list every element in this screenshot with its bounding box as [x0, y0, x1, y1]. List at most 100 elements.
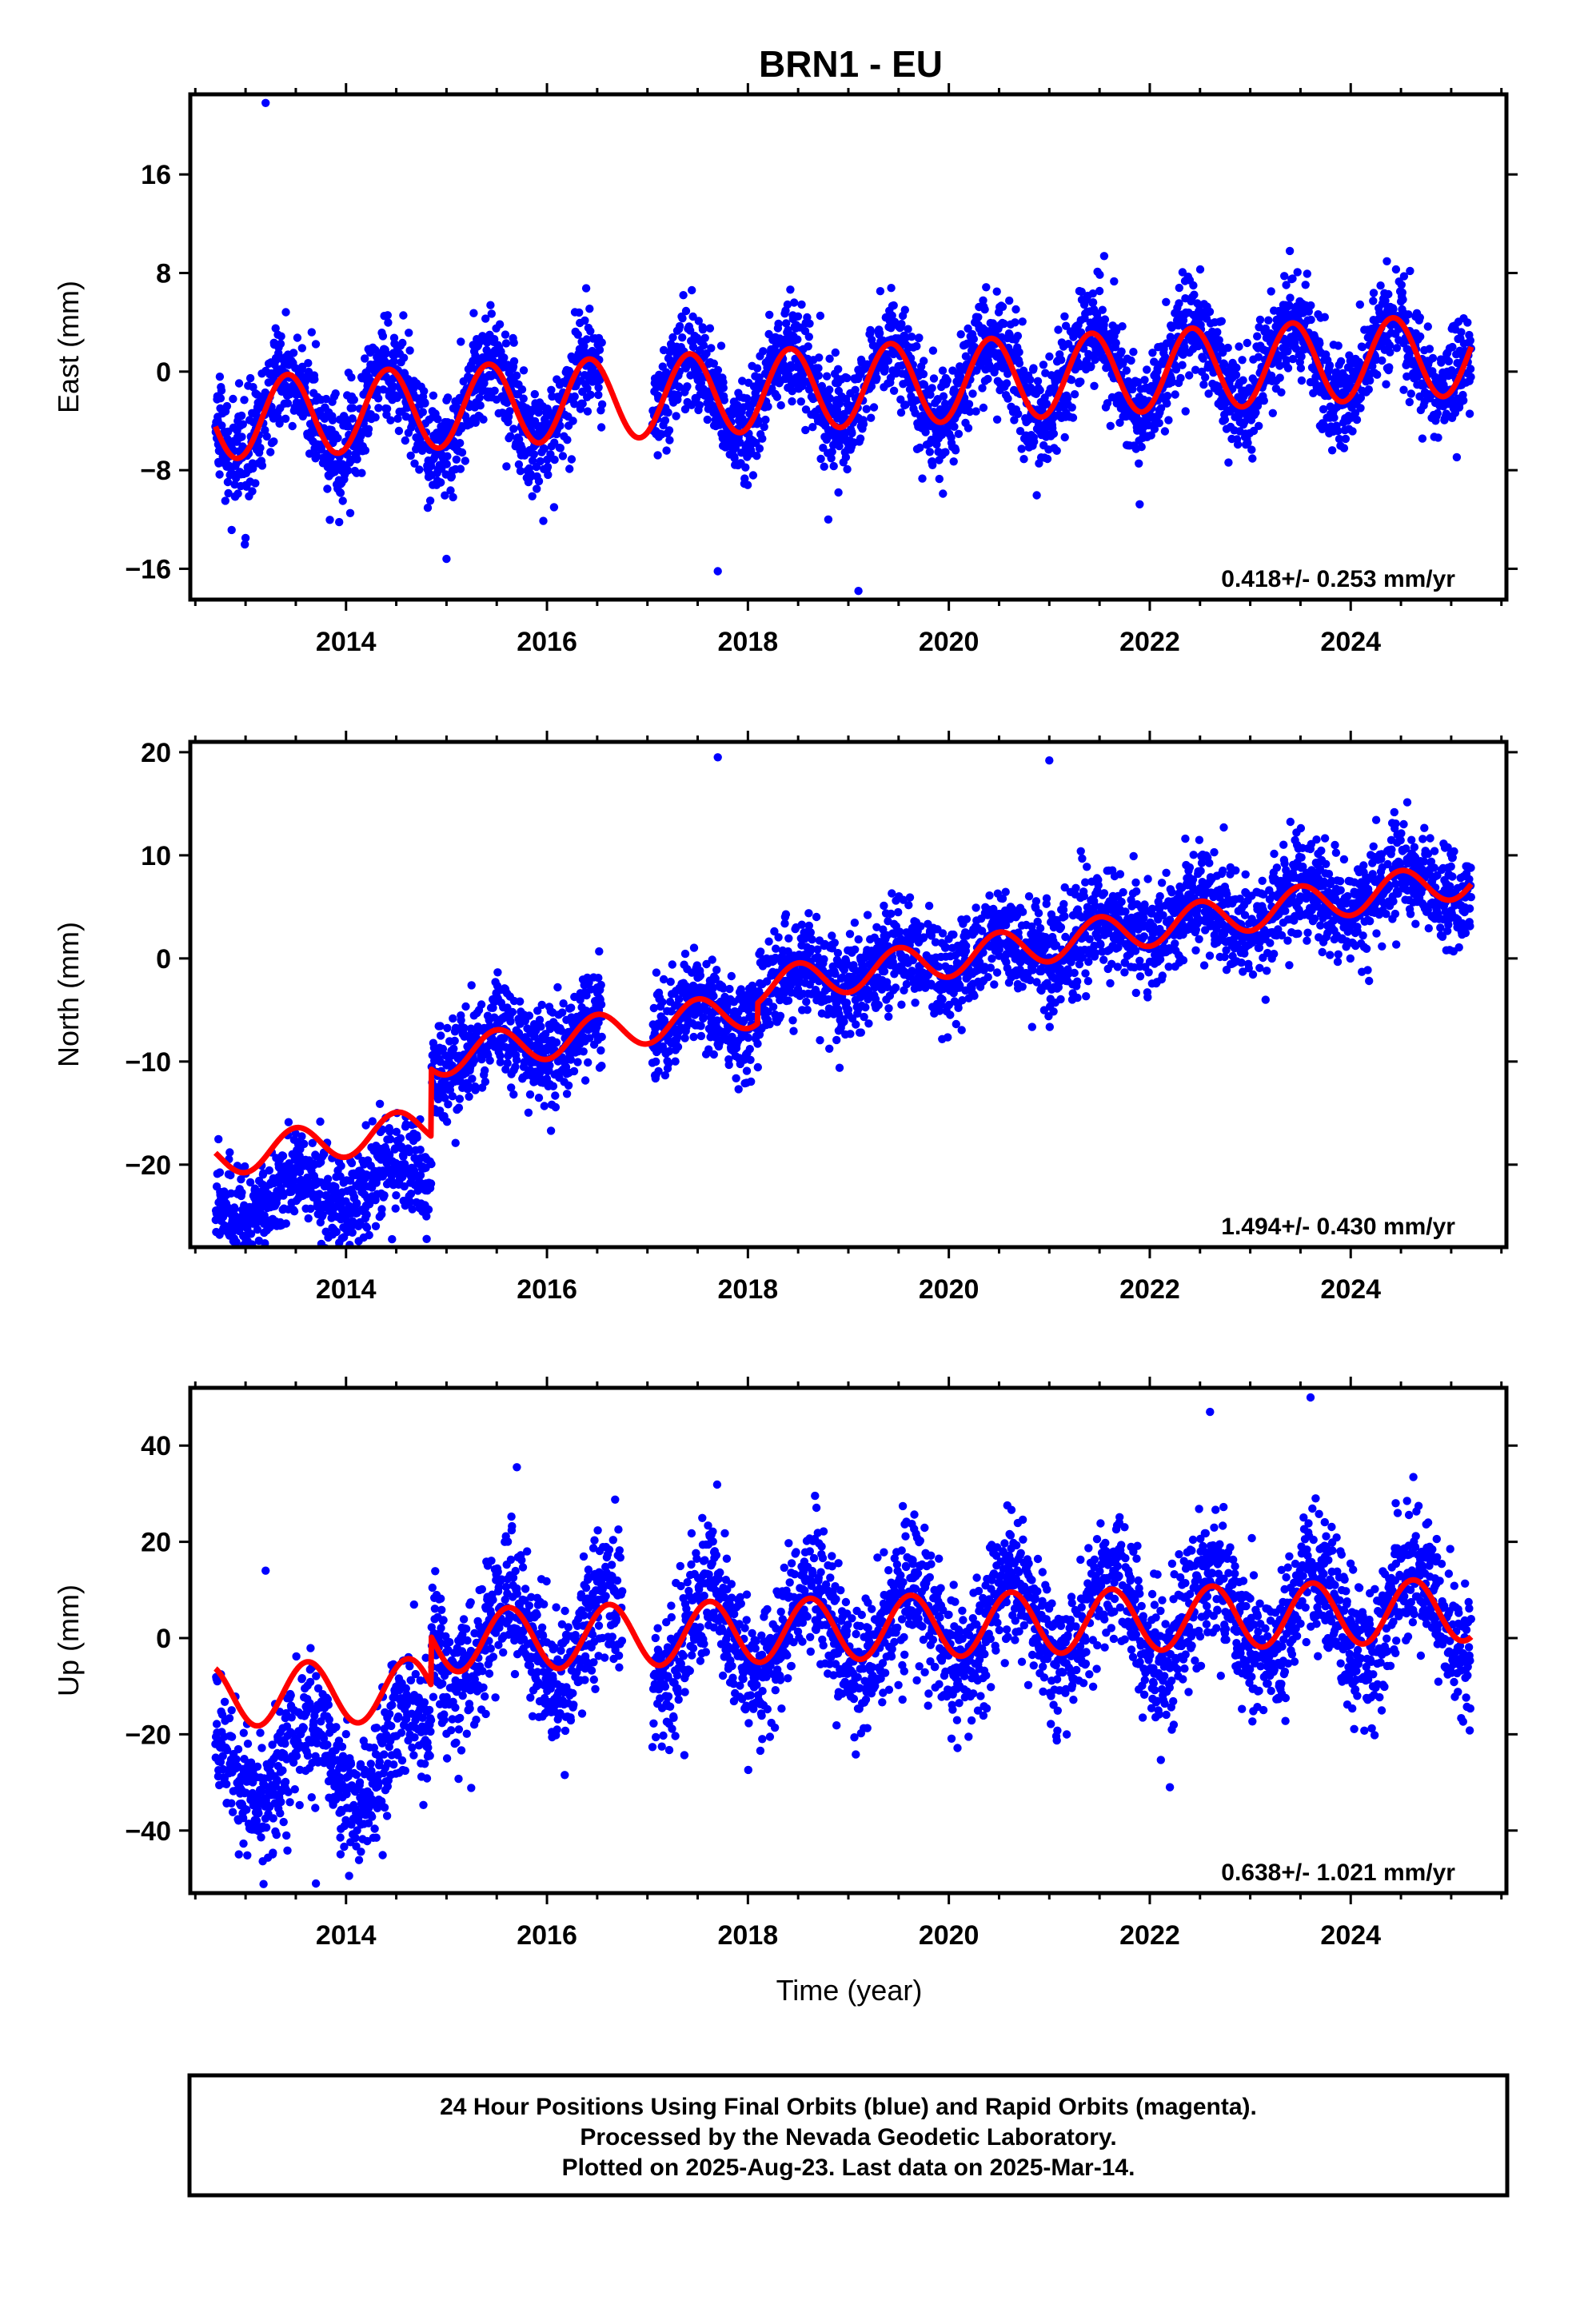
east-point [277, 340, 285, 348]
east-point [437, 478, 445, 486]
east-point [683, 382, 691, 390]
east-point [530, 450, 538, 458]
north-point [597, 1000, 605, 1008]
east-point [510, 357, 518, 365]
east-point [952, 446, 960, 454]
east-point [1221, 416, 1229, 424]
east-point [217, 394, 225, 402]
east-point [1453, 453, 1461, 461]
east-point [1014, 332, 1022, 340]
east-point [505, 407, 513, 415]
east-point [744, 481, 752, 489]
north-plot-area [212, 753, 1475, 1284]
east-point [333, 434, 341, 442]
east-point [443, 460, 451, 468]
east-point [801, 426, 809, 434]
east-point [1238, 356, 1246, 364]
east-point [1019, 455, 1027, 463]
east-point [756, 444, 764, 452]
east-point [760, 423, 768, 431]
east-point [398, 339, 406, 347]
east-point [870, 403, 878, 411]
east-point [1232, 364, 1240, 372]
east-outlier-point [824, 516, 832, 524]
east-point [863, 405, 871, 413]
east-point [741, 464, 749, 472]
north-point [449, 1015, 457, 1022]
east-point [1018, 444, 1026, 452]
east-point [533, 484, 541, 492]
east-point [323, 484, 331, 492]
east-point [717, 341, 725, 349]
north-point [513, 1056, 521, 1064]
east-point [289, 349, 297, 357]
north-point [376, 1100, 384, 1108]
east-point [1253, 333, 1261, 341]
east-point [374, 394, 382, 402]
east-y-tick-label: −16 [125, 554, 171, 584]
north-point [545, 1062, 553, 1070]
east-point [420, 387, 428, 395]
east-point [426, 496, 434, 504]
east-point [1123, 366, 1131, 374]
north-point [468, 1074, 476, 1082]
north-point [413, 1134, 421, 1142]
east-point [586, 391, 594, 399]
east-point [1294, 268, 1302, 276]
east-point [1061, 433, 1069, 441]
north-point [221, 1250, 229, 1258]
east-point [1163, 400, 1171, 408]
north-point [509, 1008, 517, 1016]
east-point [1348, 427, 1356, 435]
east-point [357, 469, 365, 477]
east-point [563, 436, 571, 444]
east-point [581, 317, 589, 325]
east-point [1053, 447, 1061, 455]
east-point [433, 415, 441, 423]
east-point [1386, 349, 1394, 357]
east-point [1247, 445, 1255, 453]
north-point [451, 1037, 459, 1045]
east-point [383, 405, 391, 413]
east-point [940, 393, 948, 401]
east-point [365, 425, 373, 433]
east-point [701, 334, 709, 342]
east-point [325, 516, 333, 524]
north-point [372, 1222, 380, 1230]
east-point [964, 424, 972, 432]
east-point [1393, 344, 1401, 352]
east-point [557, 444, 565, 452]
east-point [777, 401, 785, 409]
east-point [707, 344, 715, 352]
east-point [215, 470, 223, 478]
east-point [569, 417, 577, 425]
east-point [457, 337, 465, 345]
east-point [246, 374, 254, 382]
north-point [444, 1100, 452, 1108]
east-point [1026, 376, 1034, 384]
east-point [1071, 390, 1079, 398]
north-point [553, 983, 561, 991]
east-point [1297, 364, 1305, 372]
east-point [400, 353, 408, 361]
east-point [490, 387, 498, 395]
east-point [918, 474, 926, 482]
north-point [362, 1210, 370, 1218]
east-point [1101, 315, 1109, 323]
east-data-points [211, 99, 1475, 596]
east-point [1260, 397, 1268, 405]
east-point [1089, 298, 1097, 306]
north-point [584, 1058, 592, 1066]
east-point [759, 347, 767, 355]
east-point [586, 327, 594, 335]
north-point [658, 998, 666, 1006]
north-point [436, 1022, 444, 1030]
east-point [1406, 398, 1414, 406]
north-point [563, 1090, 571, 1098]
east-point [842, 453, 850, 461]
east-point [1398, 296, 1406, 304]
east-point [310, 375, 318, 383]
east-point [1060, 313, 1068, 321]
north-point [567, 1003, 575, 1011]
north-point [237, 1189, 245, 1197]
